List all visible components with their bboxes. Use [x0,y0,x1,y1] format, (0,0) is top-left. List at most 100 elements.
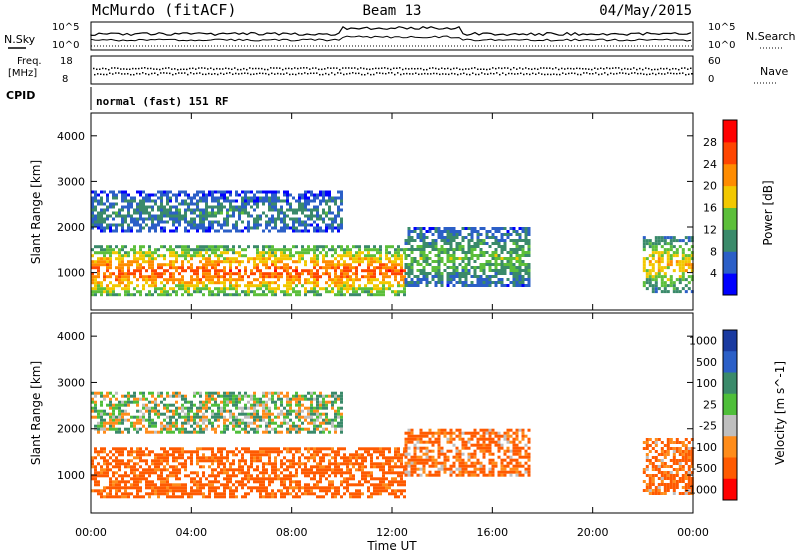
heatmap-cell [109,260,112,264]
heatmap-cell [678,281,682,285]
heatmap-cell [500,443,504,447]
heatmap-cell [434,464,438,468]
heatmap-cell [229,257,232,261]
heatmap-cell [253,468,256,472]
heatmap-cell [169,427,172,431]
heatmap-cell [434,227,438,230]
heatmap-cell [148,471,151,475]
heatmap-cell [446,455,450,459]
heatmap-cell [500,470,504,474]
heatmap-cell [175,465,178,469]
heatmap-cell [190,211,193,215]
nave-point [511,72,513,75]
heatmap-cell [241,260,244,264]
heatmap-cell [235,489,238,493]
heatmap-cell [184,193,187,197]
heatmap-cell [151,208,154,212]
heatmap-cell [166,486,169,490]
heatmap-cell [169,196,172,200]
heatmap-cell [660,266,664,270]
heatmap-cell [109,275,112,279]
heatmap-cell [178,412,181,416]
heatmap-cell [214,287,217,291]
heatmap-cell [211,220,214,224]
heatmap-cell [503,266,507,269]
heatmap-cell [211,211,214,215]
heatmap-cell [91,462,94,466]
heatmap-cell [148,266,151,270]
heatmap-cell [274,260,277,264]
heatmap-cell [422,446,426,450]
heatmap-cell [94,193,97,197]
heatmap-cell [476,440,480,444]
heatmap-cell [422,248,426,251]
heatmap-cell [322,272,325,276]
heatmap-cell [301,220,304,224]
heatmap-cell [331,281,334,285]
heatmap-cell [178,462,181,466]
nave-point [175,73,177,75]
heatmap-cell [172,278,175,282]
heatmap-cell [229,287,232,291]
heatmap-cell [515,248,519,251]
heatmap-cell [404,470,408,474]
heatmap-cell [397,251,400,255]
heatmap-cell [337,196,340,200]
freq-point [150,67,152,70]
heatmap-cell [310,193,313,197]
heatmap-cell [112,412,115,416]
heatmap-cell [431,260,435,263]
nave-point [94,73,96,76]
heatmap-cell [232,251,235,255]
heatmap-cell [160,391,163,395]
heatmap-cell [169,229,172,233]
heatmap-cell [319,217,322,221]
heatmap-cell [103,278,106,282]
nave-point [115,72,117,74]
heatmap-cell [515,428,519,432]
heatmap-cell [187,248,190,252]
heatmap-cell [397,245,400,249]
heatmap-cell [521,245,525,248]
freq-point [99,68,101,70]
heatmap-cell [190,269,193,273]
heatmap-cell [304,486,307,490]
heatmap-cell [413,281,417,284]
nave-point [145,73,147,75]
heatmap-cell [124,489,127,493]
heatmap-cell [253,293,256,297]
heatmap-cell [660,269,664,273]
heatmap-cell [482,272,486,275]
heatmap-cell [331,260,334,264]
freq-point [279,67,281,69]
heatmap-cell [256,474,259,478]
velocity-heatmap-cells [91,391,694,499]
heatmap-cell [274,205,277,209]
heatmap-cell [232,284,235,288]
heatmap-cell [334,269,337,273]
heatmap-cell [136,430,139,434]
heatmap-cell [446,257,450,260]
heatmap-cell [214,486,217,490]
heatmap-cell [364,248,367,252]
heatmap-cell [304,263,307,267]
heatmap-cell [446,437,450,441]
heatmap-cell [654,236,658,240]
nave-point [322,73,324,76]
heatmap-cell [100,287,103,291]
heatmap-cell [91,190,94,194]
heatmap-cell [241,278,244,282]
heatmap-cell [388,281,391,285]
heatmap-cell [136,495,139,499]
nave-point [178,72,180,74]
heatmap-cell [503,473,507,477]
heatmap-cell [241,471,244,475]
heatmap-cell [482,449,486,453]
heatmap-cell [304,220,307,224]
heatmap-cell [178,217,181,221]
heatmap-cell [286,254,289,258]
heatmap-cell [334,462,337,466]
heatmap-cell [304,278,307,282]
heatmap-cell [175,257,178,261]
heatmap-cell [112,486,115,490]
